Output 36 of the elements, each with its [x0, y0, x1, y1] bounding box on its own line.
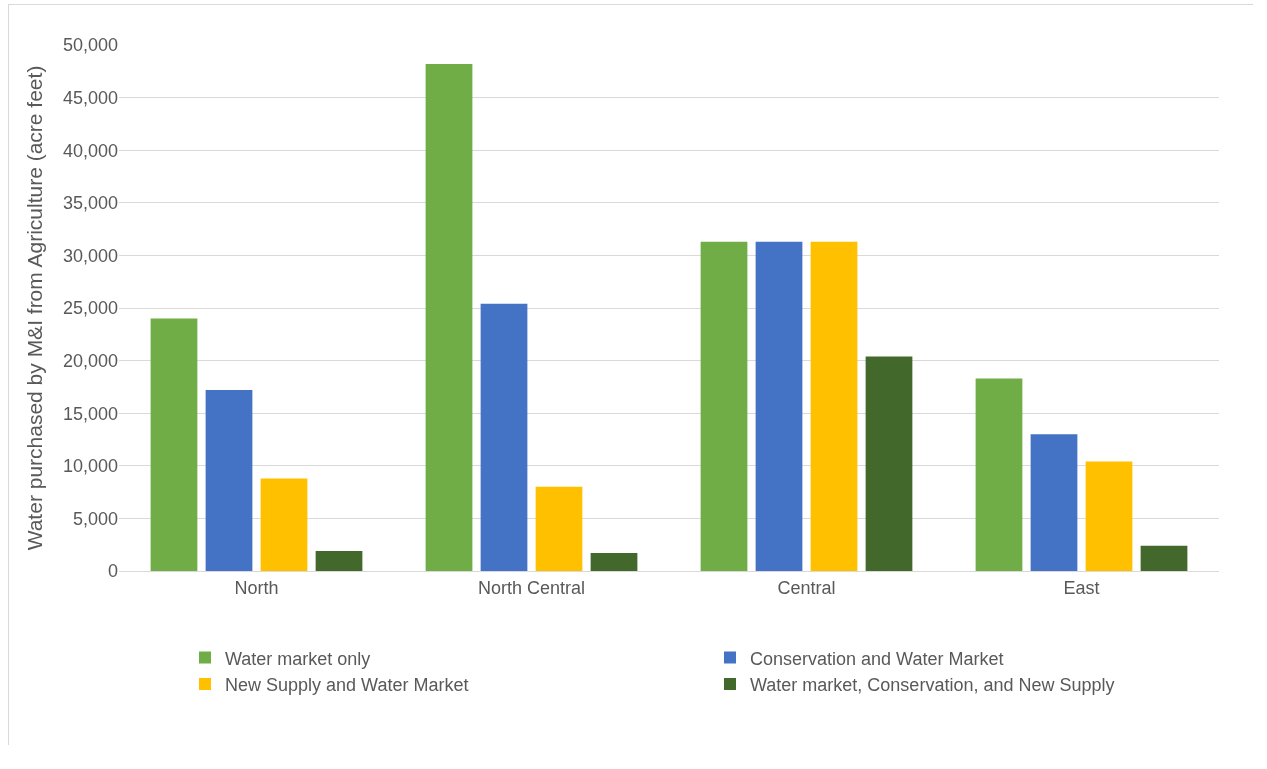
x-tick-label: Central	[777, 577, 836, 598]
legend-label: Water market, Conservation, and New Supply	[750, 675, 1115, 695]
bar	[535, 486, 583, 571]
y-tick-label: 30,000	[62, 245, 118, 266]
y-tick-label: 10,000	[62, 456, 118, 477]
bar	[260, 478, 308, 571]
y-tick-label: 50,000	[62, 35, 118, 56]
bar	[315, 551, 363, 571]
y-tick-label: 0	[107, 561, 118, 582]
x-tick-label: East	[1063, 577, 1100, 598]
bar	[865, 356, 913, 571]
bar	[425, 63, 473, 571]
y-axis-title: Water purchased by M&I from Agriculture (acre feet)	[23, 65, 47, 551]
bar	[205, 390, 253, 571]
bar	[590, 553, 638, 571]
bar	[480, 303, 528, 571]
bar	[700, 241, 748, 571]
y-tick-label: 25,000	[62, 298, 118, 319]
y-tick-label: 15,000	[62, 403, 118, 424]
x-tick-label: North Central	[477, 577, 586, 598]
legend-label: New Supply and Water Market	[225, 675, 469, 695]
y-tick-label: 35,000	[62, 193, 118, 214]
legend-label: Conservation and Water Market	[750, 648, 1004, 669]
bar	[1030, 434, 1078, 571]
bar	[1085, 461, 1133, 571]
y-tick-label: 20,000	[62, 350, 118, 371]
bar	[755, 241, 803, 571]
x-tick-label: North	[234, 577, 279, 598]
y-tick-label: 5,000	[72, 508, 118, 529]
y-tick-label: 45,000	[62, 87, 118, 108]
legend-label: Water market only	[225, 648, 371, 669]
bar	[1140, 545, 1188, 571]
bar	[975, 378, 1023, 571]
bar	[810, 241, 858, 571]
bar	[150, 318, 198, 571]
y-tick-label: 40,000	[62, 140, 118, 161]
